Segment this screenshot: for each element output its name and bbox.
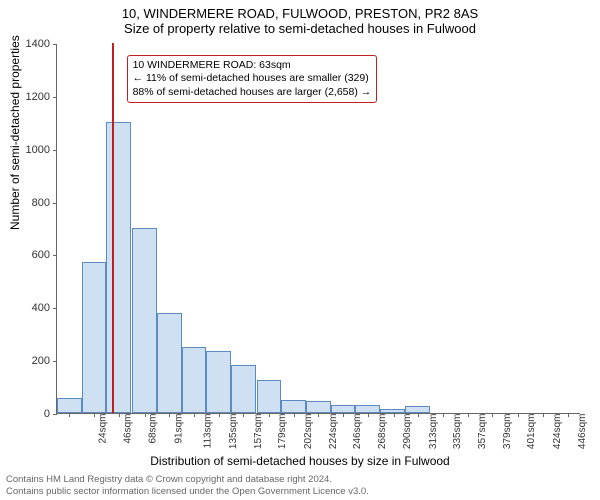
histogram-bar	[281, 400, 306, 413]
chart-title: 10, WINDERMERE ROAD, FULWOOD, PRESTON, P…	[0, 0, 600, 36]
ytick-mark	[53, 414, 57, 415]
histogram-bar	[57, 398, 82, 413]
footer-attribution: Contains HM Land Registry data © Crown c…	[6, 474, 369, 498]
xtick-label: 202sqm	[303, 414, 314, 450]
xtick-label: 379sqm	[502, 414, 513, 450]
xtick-mark	[294, 413, 295, 417]
ytick-mark	[53, 97, 57, 98]
xtick-label: 313sqm	[428, 414, 439, 450]
xtick-mark	[194, 413, 195, 417]
histogram-bar	[132, 228, 157, 413]
histogram-bar	[231, 365, 256, 413]
footer-line-2: Contains public sector information licen…	[6, 486, 369, 498]
xtick-label: 46sqm	[123, 414, 134, 444]
histogram-bar	[106, 122, 131, 413]
footer-line-1: Contains HM Land Registry data © Crown c…	[6, 474, 369, 486]
xtick-mark	[543, 413, 544, 417]
ytick-mark	[53, 44, 57, 45]
xtick-label: 157sqm	[253, 414, 264, 450]
xtick-mark	[318, 413, 319, 417]
xtick-mark	[394, 413, 395, 417]
ytick-mark	[53, 150, 57, 151]
xtick-mark	[219, 413, 220, 417]
histogram-bar	[380, 409, 405, 413]
histogram-bar	[182, 347, 207, 413]
histogram-bar	[257, 380, 282, 413]
legend-line3: 88% of semi-detached houses are larger (…	[133, 86, 372, 100]
xtick-mark	[343, 413, 344, 417]
ytick-label: 0	[10, 408, 50, 420]
xtick-mark	[468, 413, 469, 417]
xtick-mark	[94, 413, 95, 417]
xtick-mark	[368, 413, 369, 417]
xtick-label: 290sqm	[402, 414, 413, 450]
histogram-bar	[157, 313, 182, 413]
legend-line2: ← 11% of semi-detached houses are smalle…	[133, 72, 372, 86]
ytick-label: 400	[10, 302, 50, 314]
marker-line	[112, 43, 114, 413]
xtick-mark	[69, 413, 70, 417]
xtick-label: 179sqm	[277, 414, 288, 450]
chart-area: 020040060080010001200140024sqm46sqm68sqm…	[56, 44, 580, 414]
xtick-mark	[492, 413, 493, 417]
xtick-mark	[145, 413, 146, 417]
xtick-label: 68sqm	[147, 414, 158, 444]
ytick-mark	[53, 361, 57, 362]
title-line-1: 10, WINDERMERE ROAD, FULWOOD, PRESTON, P…	[0, 6, 600, 21]
histogram-bar	[355, 405, 380, 413]
xtick-label: 135sqm	[228, 414, 239, 450]
xtick-mark	[169, 413, 170, 417]
title-line-2: Size of property relative to semi-detach…	[0, 21, 600, 36]
ytick-label: 1200	[10, 91, 50, 103]
legend-box: 10 WINDERMERE ROAD: 63sqm← 11% of semi-d…	[127, 55, 378, 104]
xtick-mark	[269, 413, 270, 417]
xtick-mark	[443, 413, 444, 417]
xtick-mark	[119, 413, 120, 417]
xtick-label: 446sqm	[577, 414, 588, 450]
xtick-mark	[418, 413, 419, 417]
ytick-label: 200	[10, 355, 50, 367]
plot-area: 020040060080010001200140024sqm46sqm68sqm…	[56, 44, 580, 414]
xtick-label: 268sqm	[377, 414, 388, 450]
histogram-bar	[206, 351, 231, 413]
ytick-label: 1000	[10, 144, 50, 156]
xtick-label: 246sqm	[353, 414, 364, 450]
xtick-mark	[518, 413, 519, 417]
xtick-label: 335sqm	[452, 414, 463, 450]
xtick-label: 401sqm	[526, 414, 537, 450]
xtick-mark	[568, 413, 569, 417]
histogram-bar	[405, 406, 430, 413]
histogram-bar	[82, 262, 107, 413]
histogram-bar	[331, 405, 356, 413]
histogram-bar	[306, 401, 331, 413]
ytick-mark	[53, 203, 57, 204]
x-axis-label: Distribution of semi-detached houses by …	[0, 454, 600, 468]
xtick-label: 91sqm	[173, 414, 184, 444]
xtick-label: 113sqm	[203, 414, 214, 449]
xtick-label: 24sqm	[98, 414, 109, 444]
ytick-label: 1400	[10, 38, 50, 50]
xtick-mark	[243, 413, 244, 417]
xtick-label: 357sqm	[477, 414, 488, 450]
legend-line1: 10 WINDERMERE ROAD: 63sqm	[133, 59, 372, 73]
xtick-label: 424sqm	[552, 414, 563, 450]
xtick-label: 224sqm	[328, 414, 339, 450]
ytick-mark	[53, 255, 57, 256]
ytick-label: 600	[10, 249, 50, 261]
ytick-label: 800	[10, 197, 50, 209]
ytick-mark	[53, 308, 57, 309]
